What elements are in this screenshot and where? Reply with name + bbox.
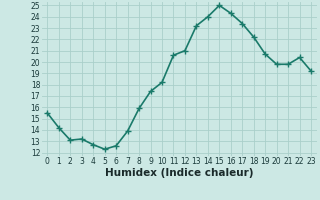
X-axis label: Humidex (Indice chaleur): Humidex (Indice chaleur) [105, 168, 253, 178]
